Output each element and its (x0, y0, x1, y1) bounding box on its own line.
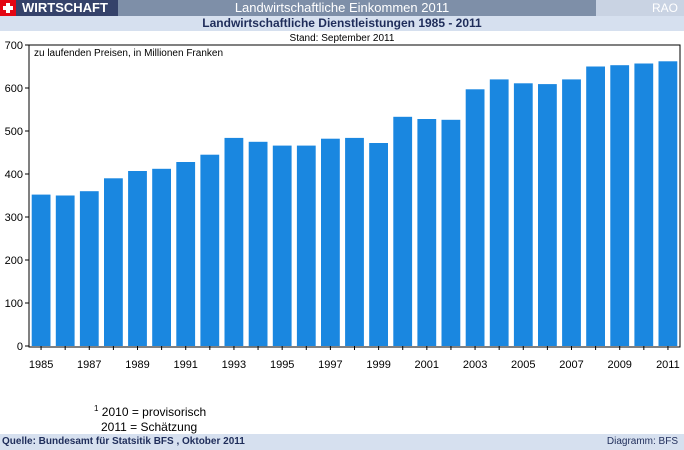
bar-2008 (586, 66, 605, 346)
credit-text: Diagramm: BFS (606, 436, 678, 447)
x-tick-label: 2009 (607, 359, 631, 371)
bar-1990 (152, 168, 171, 346)
y-tick-label: 400 (5, 169, 23, 181)
x-tick-label: 2011 (656, 359, 680, 371)
bar-1987 (79, 191, 99, 346)
bar-1995 (272, 145, 292, 346)
bar-1986 (55, 195, 75, 346)
top-banner: WIRTSCHAFT (0, 0, 684, 16)
x-tick-label: 2001 (415, 359, 439, 371)
x-tick-label: 1999 (366, 359, 390, 371)
bar-1998 (345, 137, 364, 346)
bar-1992 (200, 154, 220, 346)
bar-2001 (417, 119, 437, 346)
x-tick-label: 1985 (29, 359, 53, 371)
bar-2006 (538, 84, 557, 346)
bar-1991 (176, 162, 196, 346)
footnote-line-1: 2010 = provisorisch (101, 405, 207, 419)
bar-1999 (369, 143, 388, 346)
y-tick-label: 0 (17, 341, 23, 353)
footnote-marker: 1 (94, 404, 99, 413)
y-tick-label: 100 (5, 298, 23, 310)
x-tick-label: 1991 (173, 359, 197, 371)
y-tick-label: 500 (5, 126, 23, 138)
chart-subtitle: Stand: September 2011 (289, 33, 395, 44)
x-tick-label: 1993 (222, 359, 246, 371)
x-tick-label: 1989 (125, 359, 149, 371)
bar-2009 (610, 65, 630, 346)
source-text: Quelle: Bundesamt für Statsitik BFS , Ok… (2, 436, 245, 447)
footnote: 1 2010 = provisorisch 2011 = Schätzung (94, 401, 206, 435)
chart-title: Landwirtschaftliche Dienstleistungen 198… (0, 16, 684, 31)
y-tick-label: 700 (5, 40, 23, 52)
x-tick-label: 2003 (463, 359, 487, 371)
y-tick-label: 300 (5, 212, 23, 224)
bar-1985 (31, 194, 51, 346)
x-tick-label: 1995 (270, 359, 294, 371)
footnote-line-2: 2011 = Schätzung (101, 420, 198, 434)
bar-2000 (393, 116, 413, 346)
bar-2011 (658, 61, 678, 347)
bar-2005 (513, 83, 533, 347)
x-tick-label: 1987 (77, 359, 101, 371)
x-tick-label: 2007 (559, 359, 583, 371)
series-code: RAO (596, 0, 684, 16)
bar-2002 (441, 119, 461, 346)
bar-1993 (224, 137, 244, 346)
bar-1997 (321, 138, 340, 346)
bar-1994 (248, 141, 268, 347)
bar-2007 (562, 79, 581, 347)
x-tick-label: 1997 (318, 359, 342, 371)
bar-2010 (634, 63, 654, 346)
bar-2004 (489, 79, 509, 347)
y-tick-label: 200 (5, 255, 23, 267)
bar-1988 (104, 178, 123, 346)
bar-2003 (465, 89, 485, 347)
bar-1996 (296, 145, 316, 346)
y-tick-label: 600 (5, 83, 23, 95)
main-title: Landwirtschaftliche Einkommen 2011 (234, 0, 450, 15)
x-tick-label: 2005 (511, 359, 535, 371)
footer: Quelle: Bundesamt für Statsitik BFS , Ok… (0, 434, 684, 450)
bar-1989 (128, 171, 147, 346)
section-label: WIRTSCHAFT (16, 0, 118, 16)
unit-annotation: zu laufenden Preisen, in Millionen Frank… (34, 48, 223, 59)
swiss-flag-icon (0, 0, 16, 16)
